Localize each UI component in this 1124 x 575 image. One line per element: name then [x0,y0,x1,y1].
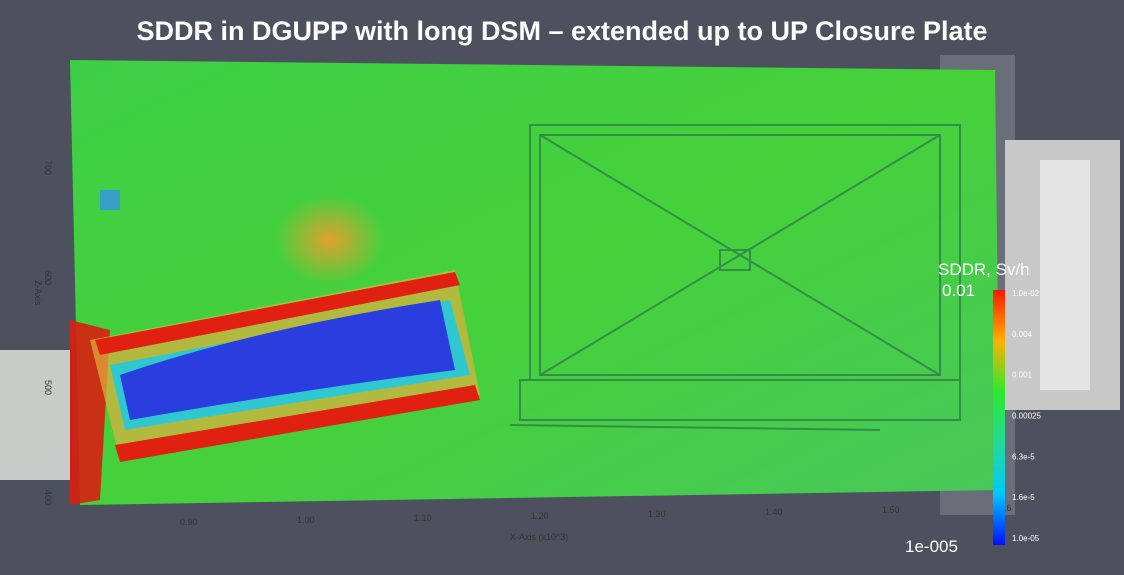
z-tick-label: 700 [43,160,53,175]
z-tick-label: 600 [43,270,53,285]
x-tick-label: 0.90 [180,517,198,527]
axis-title: X-Axis (x10^3) [510,532,568,542]
colorbar-max: 0.01 [942,281,975,300]
low-dose [120,300,455,420]
duct-wall [95,272,460,355]
block [1040,160,1090,390]
x-tick-label: 1.50 [882,505,900,515]
colorbar-title: SDDR, Sv/h [938,260,1030,279]
x-tick-label: 1.00 [297,515,315,525]
colorbar-label: 1.0e-05 [1012,534,1040,543]
x-tick-label: 1.6 [999,503,1012,513]
colorbar-label: 0.004 [1012,330,1033,339]
duct-wall [115,385,480,462]
hot-zone [275,195,385,285]
x-tick-label: 1.40 [765,507,783,517]
x-tick-label: 1.30 [648,509,666,519]
colorbar-min: 1e-005 [905,537,958,556]
z-tick-label: 500 [43,380,53,395]
block [0,350,70,480]
x-tick-label: 1.20 [531,511,549,521]
structure [509,124,961,431]
title: SDDR in DGUPP with long DSM – extended u… [136,16,987,46]
colorbar-label: 0.00025 [1012,412,1041,421]
z-tick-label: 400 [43,490,53,505]
colorbar [993,290,1005,545]
axis-title: Z-Axis [33,280,43,306]
colorbar-label: 1.6e-5 [1012,493,1035,502]
colorbar-label: 0.001 [1012,371,1033,380]
x-tick-label: 1.10 [414,513,432,523]
colorbar-label: 6.3e-5 [1012,452,1035,461]
colorbar-label: 1.0e-02 [1012,289,1040,298]
low-dose [100,190,120,210]
